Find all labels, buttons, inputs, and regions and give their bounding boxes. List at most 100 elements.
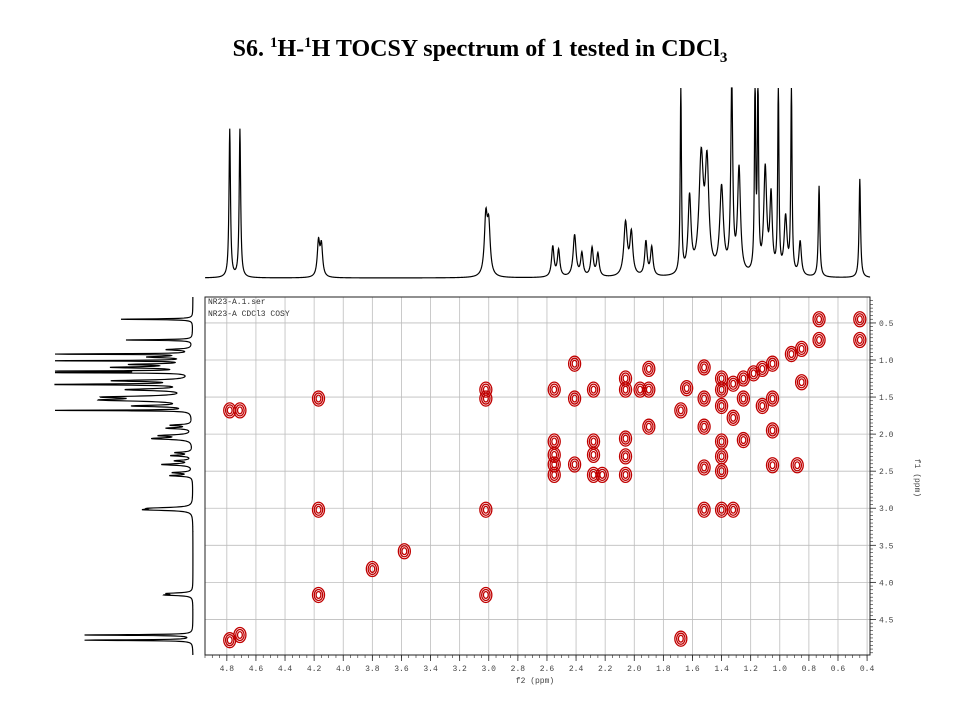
contour-ring [595, 466, 609, 484]
x-tick-label: 2.0 [627, 665, 642, 674]
cross-peak [755, 397, 769, 415]
contour-ring [769, 359, 776, 368]
contour-ring [622, 385, 629, 394]
contour-ring [622, 434, 629, 443]
contour-ring [233, 626, 247, 644]
contour-ring [738, 392, 749, 405]
cross-peak [642, 418, 656, 435]
contour-ring [699, 503, 709, 516]
contour-ring [697, 459, 711, 476]
contour-ring [590, 450, 597, 459]
contour-ring [728, 503, 739, 516]
contour-ring [716, 399, 727, 413]
contour-ring [397, 543, 412, 560]
contour-ring [551, 385, 558, 394]
y-tick-label: 3.0 [879, 505, 894, 514]
contour-ring [856, 335, 863, 345]
x-tick-label: 2.8 [511, 665, 526, 674]
contour-ring [701, 363, 708, 372]
contour-ring [618, 370, 633, 387]
contour-ring [311, 390, 326, 407]
contour-ring [479, 586, 493, 604]
cross-peak [311, 501, 326, 518]
x-tick-label: 2.6 [540, 665, 555, 674]
contour-ring [226, 636, 233, 645]
contour-ring [677, 634, 684, 643]
cross-peak [586, 433, 601, 450]
contour-ring [726, 501, 740, 518]
x-tick-label: 1.2 [743, 665, 758, 674]
contour-ring [738, 433, 749, 447]
y-tick-label: 3.5 [879, 542, 894, 551]
contour-ring [816, 335, 823, 345]
x-tick-label: 3.4 [423, 665, 438, 674]
cross-peak [765, 355, 780, 372]
contour-ring [736, 390, 751, 407]
cross-peak [311, 390, 326, 407]
y-tick-label: 4.5 [879, 616, 894, 625]
contour-ring [699, 420, 709, 433]
contour-ring [599, 470, 606, 479]
y-tick-label: 2.0 [879, 431, 894, 440]
contour-ring [367, 562, 378, 576]
x-tick-label: 4.4 [278, 665, 293, 674]
contour-ring [235, 628, 245, 642]
title-prefix: S6. [232, 36, 270, 62]
contour-ring [718, 467, 725, 476]
contour-ring [767, 392, 778, 405]
cross-peak [311, 586, 326, 604]
contour-ring [637, 385, 644, 394]
contour-ring [853, 331, 867, 349]
cross-peak [714, 397, 729, 415]
contour-ring [769, 461, 776, 470]
contour-ring [728, 411, 739, 424]
contour-ring [588, 383, 599, 396]
plot-grid [205, 297, 870, 655]
x-tick-label: 1.4 [714, 665, 729, 674]
contour-ring [854, 333, 865, 347]
y-tick-label: 0.5 [879, 320, 894, 329]
x-tick-label: 1.8 [656, 665, 671, 674]
x-tick-label: 1.0 [773, 665, 788, 674]
contour-ring [714, 397, 729, 415]
cross-peak [714, 463, 729, 480]
cross-peak [680, 380, 694, 397]
contour-ring [812, 331, 826, 349]
cross-peak [233, 626, 247, 644]
x-tick-label: 2.2 [598, 665, 613, 674]
contour-ring [697, 418, 711, 435]
contour-ring [482, 505, 489, 514]
contour-ring [765, 390, 780, 407]
contour-ring [736, 431, 751, 449]
contour-ring [769, 394, 776, 403]
contour-ring [480, 392, 491, 405]
cross-peak [736, 390, 751, 407]
contour-ring [701, 394, 708, 403]
contour-ring [675, 632, 686, 645]
contour-ring [674, 402, 688, 419]
contour-ring [701, 505, 708, 514]
contour-ring [718, 374, 725, 383]
contour-ring [236, 630, 243, 640]
cross-peak [547, 456, 561, 473]
x-tick-label: 0.8 [802, 665, 817, 674]
contour-ring [786, 347, 797, 361]
contour-ring [313, 588, 324, 602]
contour-ring [716, 465, 727, 478]
contour-ring [620, 468, 631, 482]
contour-ring [569, 458, 580, 471]
cross-peak [479, 390, 493, 407]
contour-ring [645, 364, 652, 373]
contour-ring [683, 384, 690, 393]
cross-peak [674, 630, 688, 647]
x-tick-label: 4.6 [249, 665, 264, 674]
contour-ring [794, 461, 801, 470]
chart-title: S6. 1H-1H TOCSY spectrum of 1 tested in … [0, 36, 960, 66]
x-tick-label: 1.6 [685, 665, 700, 674]
contour-ring [479, 381, 493, 398]
contour-ring [571, 359, 578, 368]
cross-peak [479, 501, 493, 518]
contour-ring [697, 390, 711, 407]
cross-peak [567, 456, 582, 473]
contour-ring [755, 397, 769, 415]
